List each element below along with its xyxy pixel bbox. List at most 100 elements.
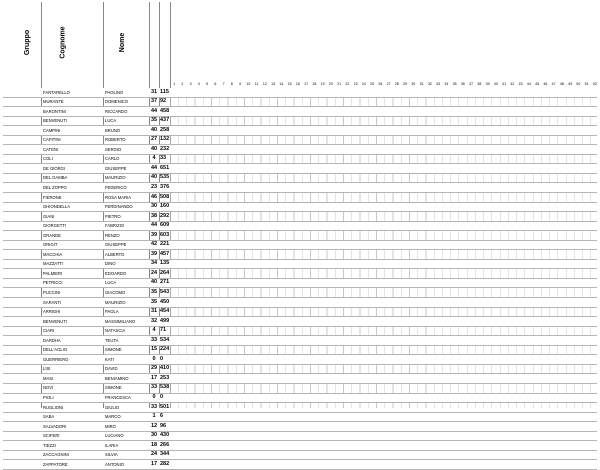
- surname-cell: PUCCINI: [43, 289, 61, 295]
- column-number: 34: [444, 82, 449, 86]
- surname-cell: ZACCAGNINI: [43, 452, 69, 458]
- column-number: 11: [254, 82, 259, 86]
- km-total-cell: 33: [160, 155, 167, 162]
- km-total-cell: 71: [160, 327, 167, 334]
- header-gruppo: Gruppo: [13, 2, 43, 82]
- column-number: 25: [370, 82, 375, 86]
- surname-cell: MACCHIA: [43, 251, 63, 257]
- table-row: ZAPPATORE ANTONIO 17 282: [3, 460, 597, 470]
- attendance-count-cell: 34: [150, 260, 158, 267]
- column-number: 42: [510, 82, 515, 86]
- column-number: 36: [460, 82, 465, 86]
- attendance-count-cell: 17: [150, 460, 158, 467]
- surname-cell: DEL GAMBA: [43, 175, 68, 181]
- first-name-cell: MAURIZIO: [105, 175, 126, 181]
- first-name-cell: PIETRO: [105, 213, 121, 219]
- table-row: GUERRIERO KATI 0 0: [3, 355, 597, 365]
- first-name-cell: DOMENICO: [105, 99, 129, 105]
- attendance-count-cell: 1: [152, 413, 156, 420]
- column-number: 46: [543, 82, 548, 86]
- first-name-cell: MARCO: [105, 414, 121, 420]
- column-number: 9: [239, 82, 242, 86]
- column-number: 13: [271, 82, 276, 86]
- surname-cell: DEL ZOPPO: [43, 184, 67, 190]
- column-number: 4: [197, 82, 200, 86]
- table-row: CIARI NATASCIA 4 71: [3, 327, 597, 337]
- table-row: FANTARELLO PAOLINO 31 115: [3, 88, 597, 98]
- table-row: CATENI SERGIO 40 232: [3, 145, 597, 155]
- first-name-cell: SILVIA: [105, 452, 118, 458]
- attendance-count-cell: 31: [150, 88, 158, 95]
- column-number: 31: [419, 82, 424, 86]
- km-total-cell: 501: [160, 403, 170, 410]
- table-row: PALMIERI EDOARDO 24 264: [3, 269, 597, 279]
- km-total-cell: 6: [160, 413, 164, 420]
- attendance-count-cell: 44: [150, 222, 158, 229]
- surname-cell: SARANTI: [43, 299, 62, 305]
- surname-cell: GRIGIT: [43, 242, 58, 248]
- surname-cell: DARDHA: [43, 337, 61, 343]
- km-total-cell: 535: [160, 174, 170, 181]
- first-name-cell: ALBERTO: [105, 251, 125, 257]
- column-number: 35: [452, 82, 457, 86]
- km-total-cell: 115: [160, 88, 169, 95]
- column-number: 1: [173, 82, 176, 86]
- km-total-cell: 160: [160, 203, 170, 210]
- km-total-cell: 292: [160, 212, 170, 219]
- table-row: LISI DAVID 29 410: [3, 365, 597, 375]
- attendance-count-cell: 33: [150, 384, 158, 391]
- surname-cell: PETRICCI: [43, 280, 63, 286]
- km-total-cell: 651: [160, 164, 170, 171]
- surname-cell: CAPITINI: [43, 137, 61, 143]
- column-number: 43: [518, 82, 523, 86]
- first-name-cell: LUCA: [105, 118, 117, 124]
- km-total-cell: 508: [160, 193, 170, 200]
- header-nome-label: Nome: [119, 32, 127, 52]
- table-row: ZACCAGNINI SILVIA 24 344: [3, 450, 597, 461]
- attendance-count-cell: 39: [150, 250, 158, 257]
- column-number: 7: [222, 82, 225, 86]
- table-row: SARANTI MAURIZIO 35 450: [3, 298, 597, 308]
- attendance-count-cell: 29: [150, 365, 158, 372]
- km-total-cell: 232: [160, 145, 170, 152]
- column-number: 48: [559, 82, 564, 86]
- attendance-count-cell: 35: [150, 298, 158, 305]
- column-number: 41: [502, 82, 507, 86]
- column-number: 33: [436, 82, 441, 86]
- attendance-count-cell: 35: [150, 117, 158, 124]
- table-row: GIANI PIETRO 38 292: [3, 212, 597, 222]
- column-number: 45: [535, 82, 540, 86]
- attendance-count-cell: 40: [150, 145, 158, 152]
- first-name-cell: BENIAMINO: [105, 375, 129, 381]
- attendance-count-cell: 32: [150, 317, 158, 324]
- attendance-count-cell: 30: [150, 432, 158, 439]
- attendance-count-cell: 40: [150, 279, 158, 286]
- table-row: CAMPINI BRUNO 40 258: [3, 126, 597, 136]
- first-name-cell: PAOLA: [105, 309, 119, 315]
- attendance-sheet: Gruppo Cognome Nome 1 2 3 4 5 6 7 8 9 10 11 12 13 14 1…: [3, 2, 599, 470]
- km-total-cell: 437: [160, 117, 170, 124]
- table-row: TIEZZI ILARIA 18 266: [3, 441, 597, 451]
- column-number: 8: [230, 82, 233, 86]
- surname-cell: DE GIORGI: [43, 165, 66, 171]
- surname-cell: BENVENUTI: [43, 318, 67, 324]
- table-row: MURANTE DOMENICO 37 92: [3, 98, 597, 108]
- km-total-cell: 266: [160, 441, 170, 448]
- column-number: 24: [361, 82, 366, 86]
- table-row: GRIGIT GIUSEPPE 42 221: [3, 240, 597, 251]
- attendance-count-cell: 46: [150, 193, 158, 200]
- column-number: 32: [427, 82, 432, 86]
- surname-cell: BENVENUTI: [43, 118, 67, 124]
- table-row: MACCHIA ALBERTO 39 457: [3, 250, 597, 260]
- table-row: MASI BENIAMINO 17 253: [3, 374, 597, 384]
- column-number: 21: [337, 82, 342, 86]
- attendance-count-cell: 0: [152, 355, 156, 362]
- km-total-cell: 450: [160, 298, 170, 305]
- km-total-cell: 282: [160, 460, 170, 467]
- km-total-cell: 538: [160, 384, 170, 391]
- attendance-count-cell: 37: [150, 98, 158, 105]
- km-total-cell: 224: [160, 346, 170, 353]
- km-total-cell: 454: [160, 308, 170, 315]
- table-row: COLI CARLO 4 33: [3, 155, 597, 165]
- table-row: DEL GAMBA MAURIZIO 40 535: [3, 174, 597, 184]
